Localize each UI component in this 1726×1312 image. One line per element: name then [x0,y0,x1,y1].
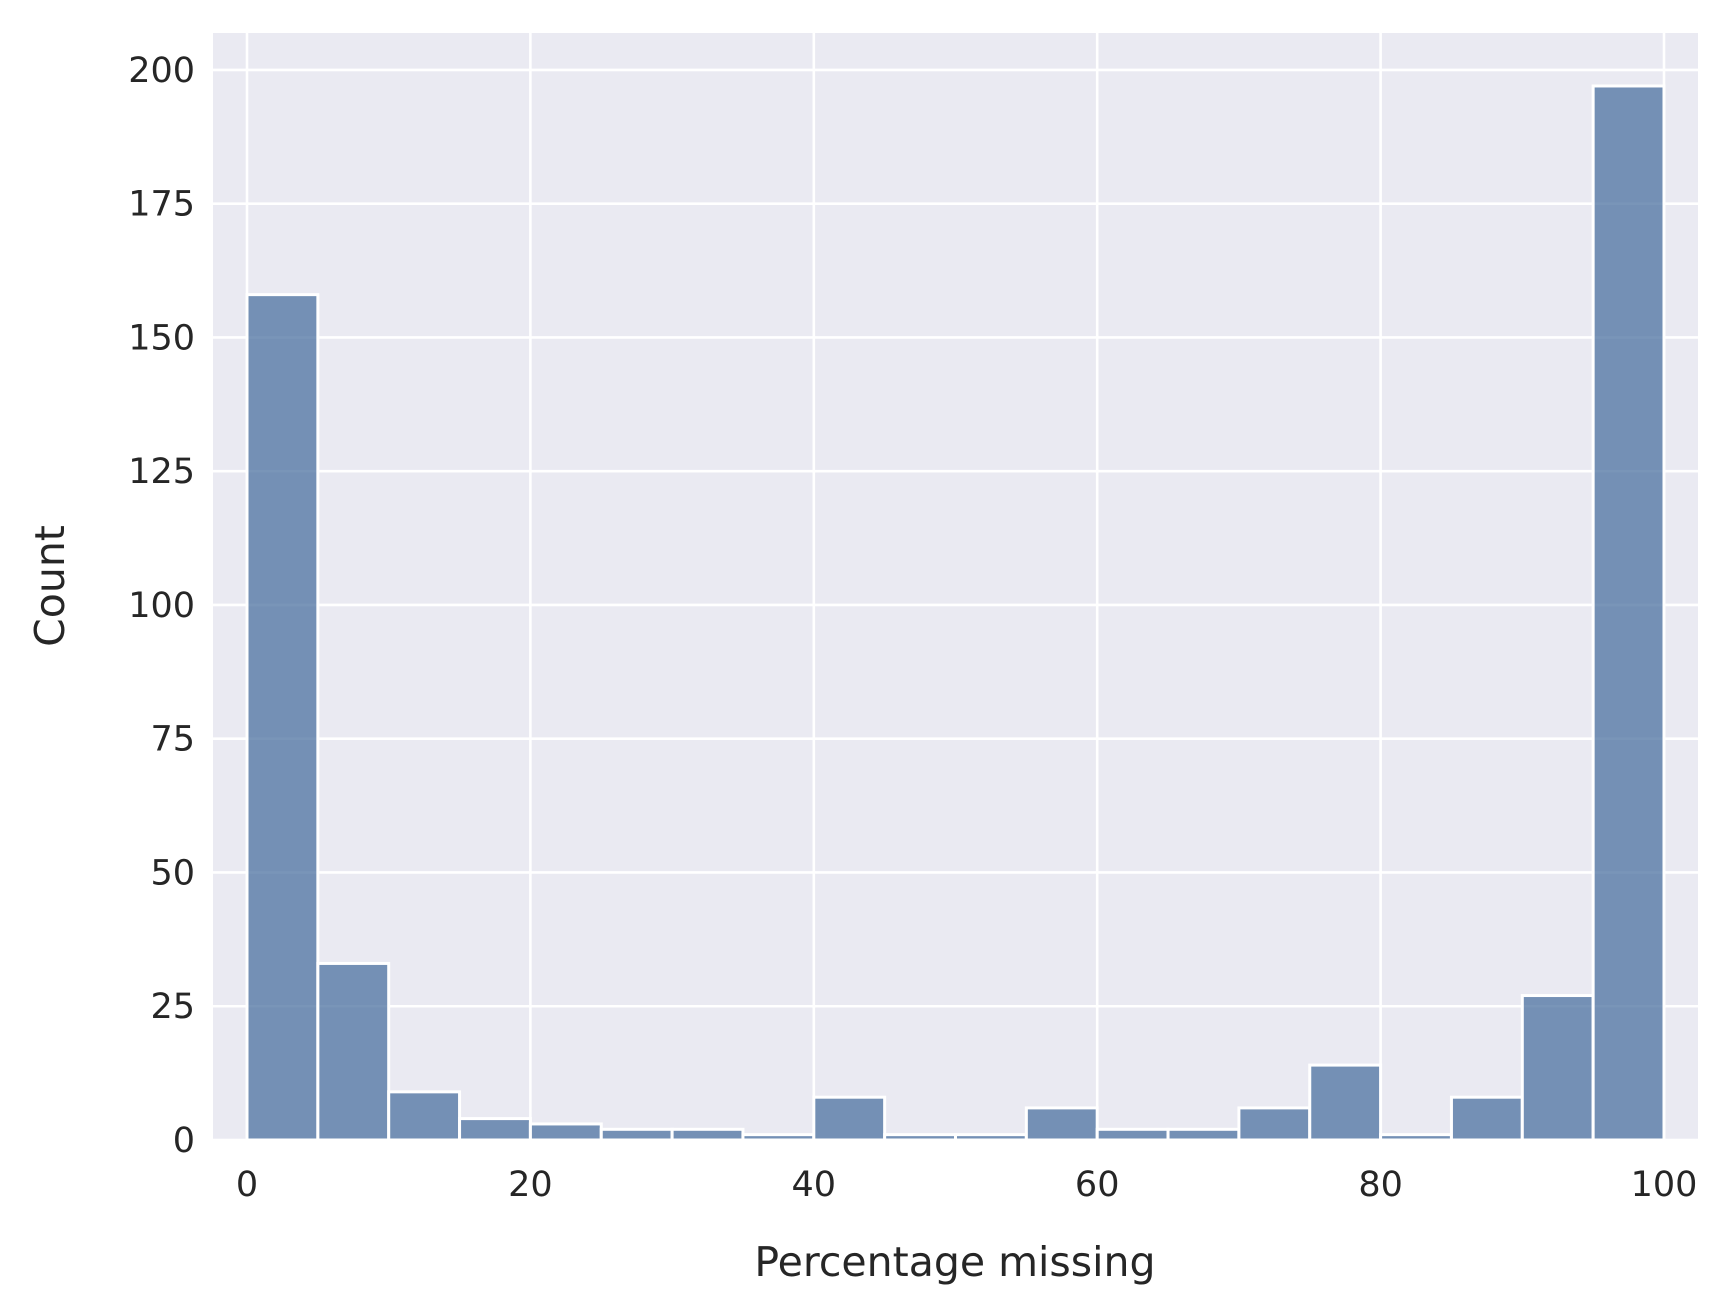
histogram-bar [1237,1106,1312,1142]
histogram-bar [741,1133,816,1142]
histogram-bar [883,1133,957,1142]
x-tick-label: 40 [792,1165,837,1205]
histogram-bar [1449,1095,1524,1142]
histogram-bar [528,1122,603,1142]
x-tick-label: 0 [236,1165,258,1205]
histogram-bars [245,84,1666,1142]
y-tick-label: 25 [150,987,195,1027]
histogram-bar [1308,1063,1383,1142]
y-tick-label: 0 [173,1121,195,1161]
y-tick-label: 125 [128,452,195,492]
x-tick-label: 60 [1075,1165,1120,1205]
histogram-bar [245,293,320,1142]
y-tick-label: 175 [128,185,195,225]
histogram-bar [599,1127,674,1142]
y-tick-label: 150 [128,318,195,358]
tick-labels: 0 20 40 60 80 100 0 25 50 75 100 125 150 175 200 [128,51,1697,1205]
histogram-bar [1379,1133,1453,1142]
plot-background [213,33,1698,1140]
histogram-bar [1591,84,1666,1142]
histogram-bar [458,1117,532,1142]
x-tick-label: 80 [1358,1165,1403,1205]
x-axis-label: Percentage missing [754,1238,1155,1286]
histogram-bar [1520,994,1595,1142]
histogram-bar [1166,1127,1241,1142]
histogram-bar [1095,1127,1170,1142]
x-tick-label: 20 [508,1165,553,1205]
histogram-bar [812,1095,887,1142]
y-axis-label: Count [26,525,74,647]
x-tick-label: 100 [1631,1165,1698,1205]
histogram-bar [387,1090,462,1142]
histogram-bar [954,1133,1028,1142]
histogram-bar [316,961,391,1142]
y-tick-label: 50 [150,853,195,893]
y-tick-label: 75 [150,720,195,760]
y-tick-label: 100 [128,586,195,626]
y-tick-label: 200 [128,51,195,91]
histogram-bar [1024,1106,1099,1142]
histogram-bar [670,1127,745,1142]
